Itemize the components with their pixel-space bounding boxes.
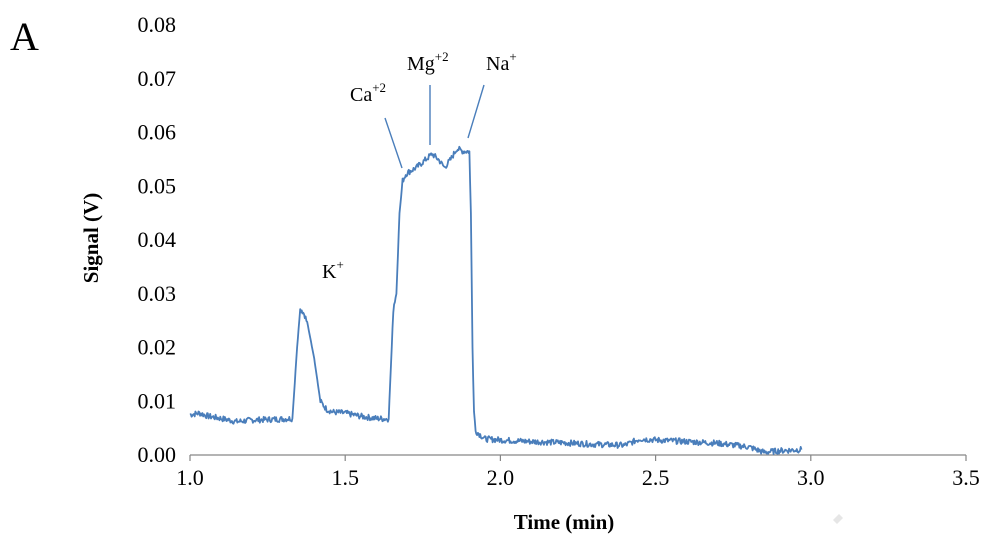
annotation-k: K+ <box>322 257 344 283</box>
x-axis-ticks: 1.0 1.5 2.0 2.5 3.0 3.5 <box>176 455 980 490</box>
y-tick-label: 0.02 <box>138 335 177 360</box>
x-axis-title: Time (min) <box>514 510 615 534</box>
y-tick-label: 0.05 <box>138 173 177 198</box>
panel-label: A <box>10 14 39 59</box>
x-tick-label: 1.0 <box>176 465 204 490</box>
x-tick-label: 3.5 <box>952 465 980 490</box>
signal-series-line <box>189 145 803 455</box>
y-axis-title: Signal (V) <box>79 193 103 283</box>
svg-text:K+: K+ <box>322 257 344 283</box>
y-tick-label: 0.04 <box>138 227 177 252</box>
y-tick-label: 0.03 <box>138 281 177 306</box>
svg-text:Ca+2: Ca+2 <box>350 80 386 106</box>
watermark-mark <box>833 514 843 524</box>
y-tick-label: 0.06 <box>138 120 177 145</box>
x-tick-label: 2.5 <box>642 465 670 490</box>
x-tick-label: 1.5 <box>331 465 359 490</box>
annotation-na: Na+ <box>467 49 517 139</box>
y-axis-ticks: 0.00 0.01 0.02 0.03 0.04 0.05 0.06 0.07 0.08 <box>138 12 177 467</box>
annotation-ca: Ca+2 <box>350 80 403 169</box>
y-tick-label: 0.07 <box>138 66 177 91</box>
y-tick-label: 0.01 <box>138 388 177 413</box>
y-tick-label: 0.08 <box>138 12 177 37</box>
x-tick-label: 2.0 <box>487 465 515 490</box>
svg-text:Na+: Na+ <box>486 49 517 75</box>
x-tick-label: 3.0 <box>797 465 825 490</box>
annotation-mg: Mg+2 <box>407 49 449 145</box>
svg-text:Mg+2: Mg+2 <box>407 49 449 75</box>
y-tick-label: 0.00 <box>138 442 177 467</box>
